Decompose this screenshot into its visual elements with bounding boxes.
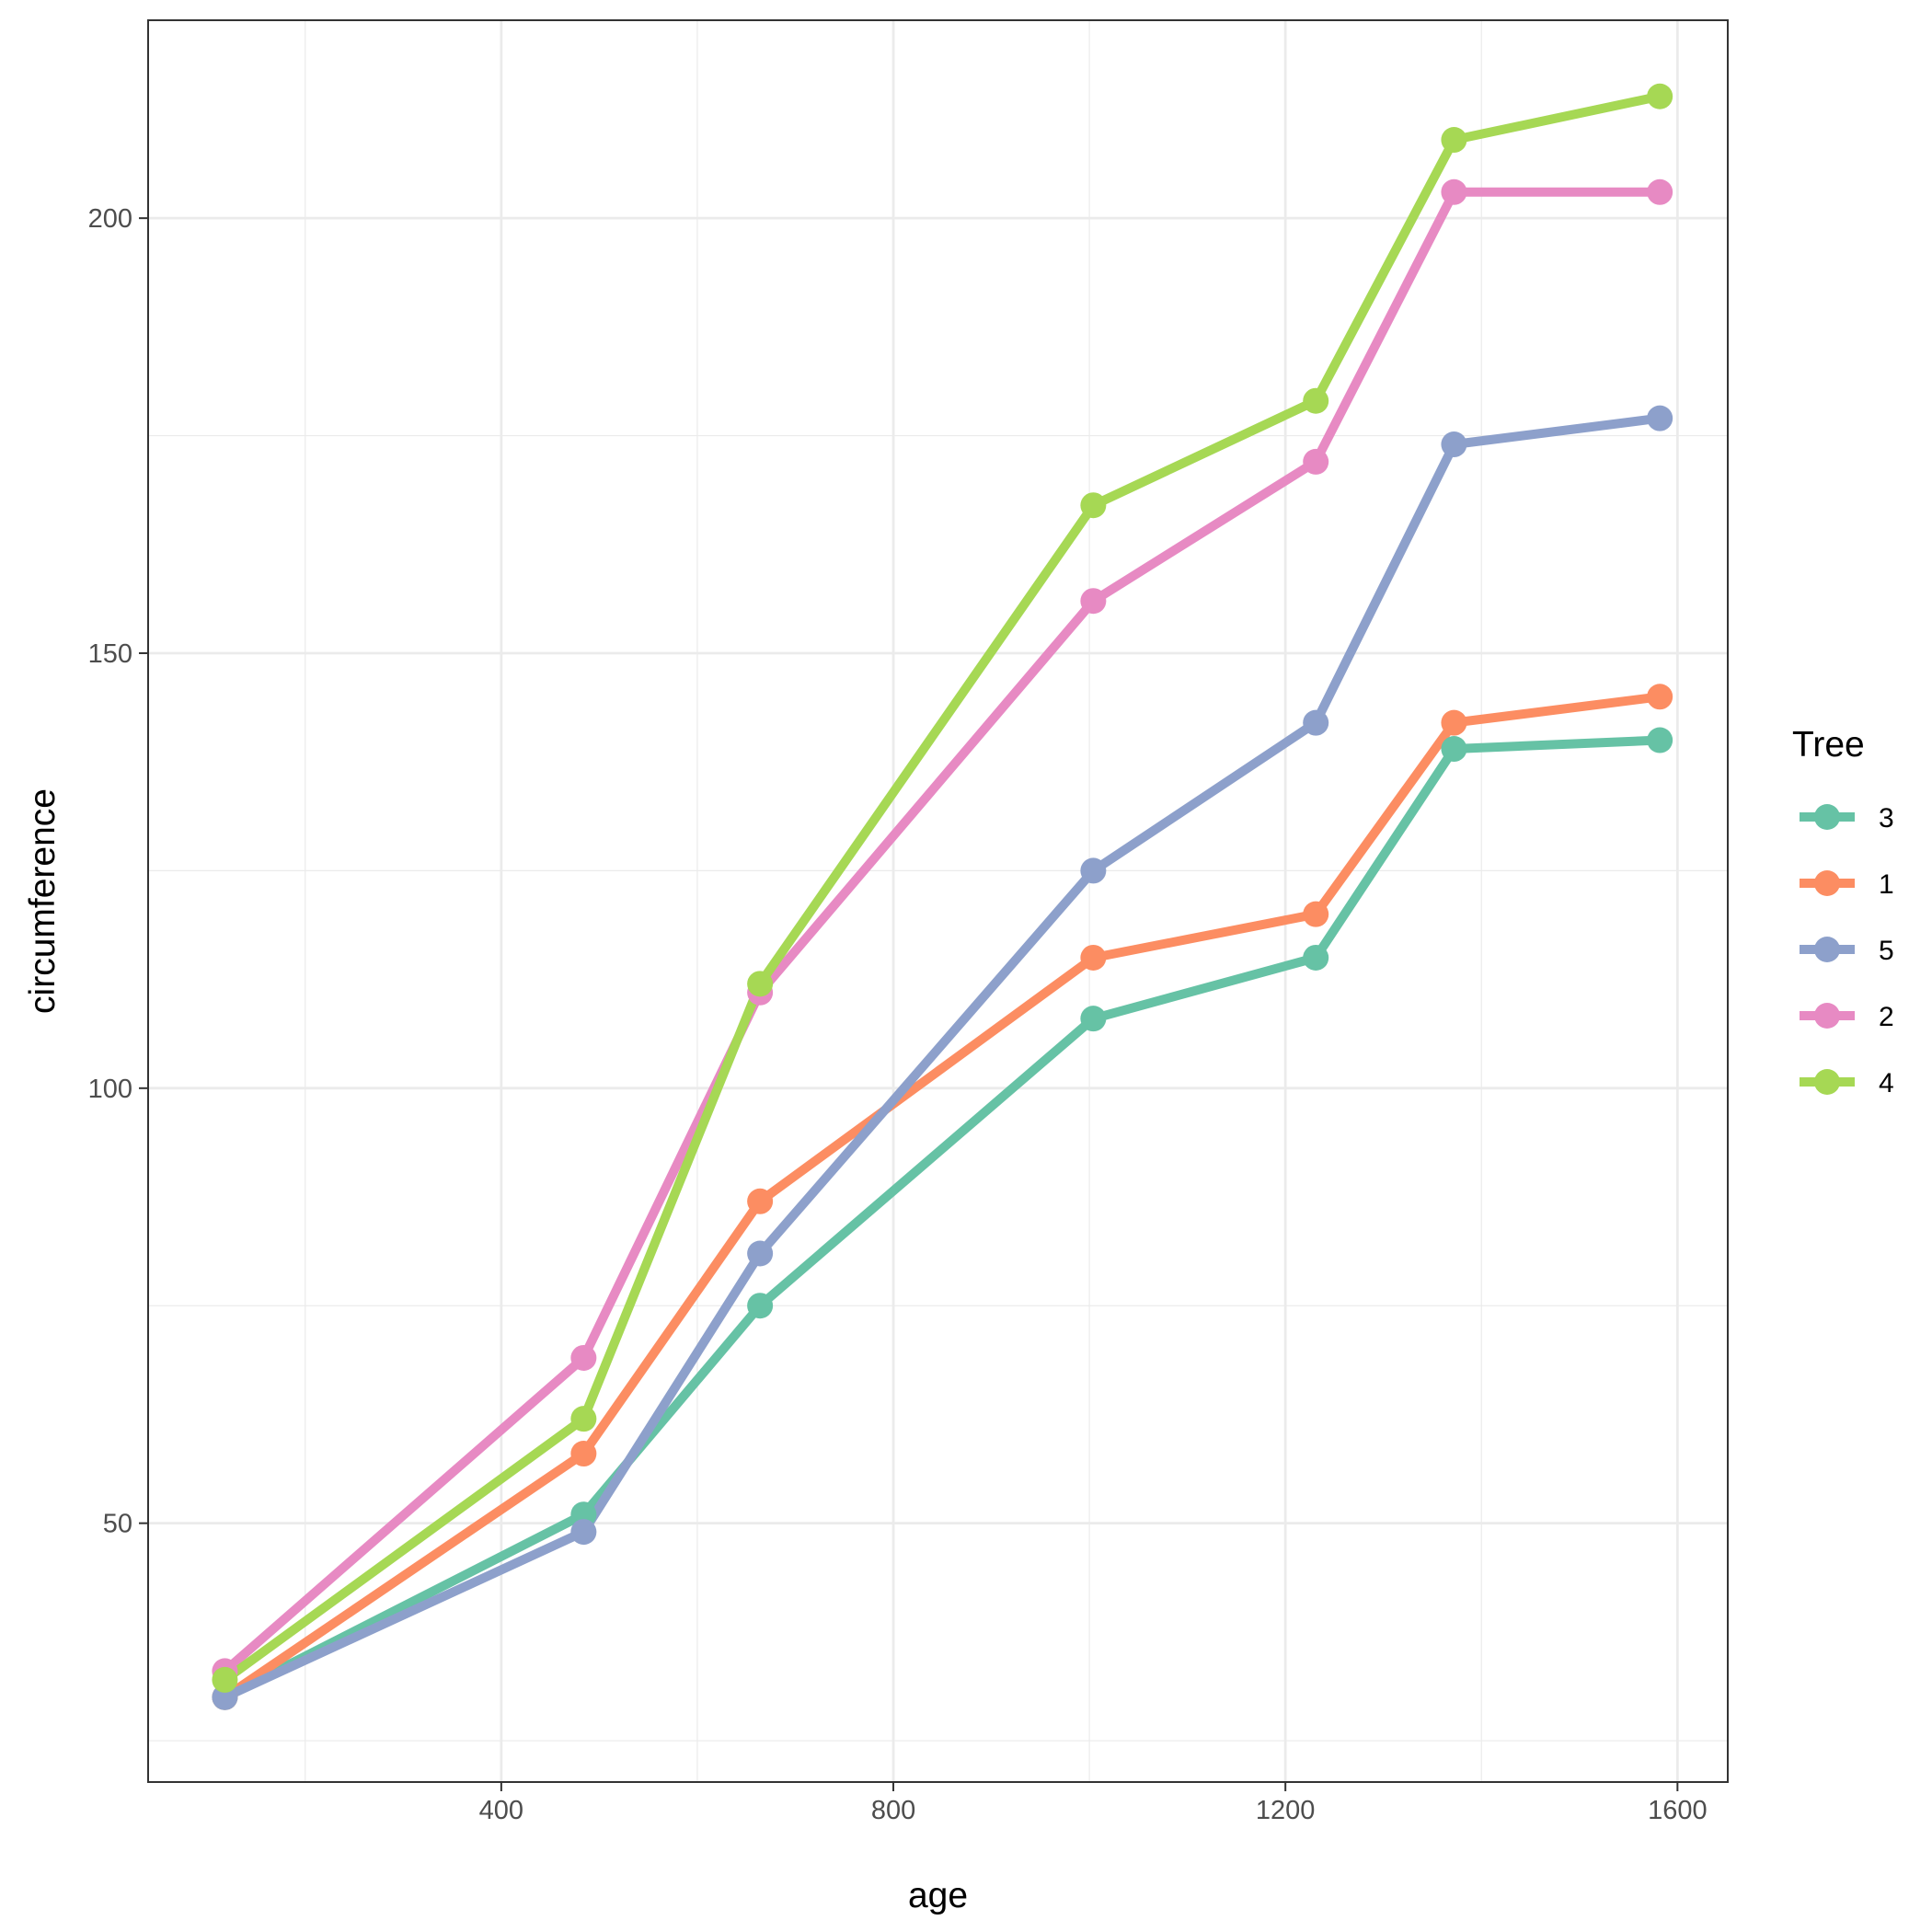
legend-key-point: [1814, 1003, 1840, 1029]
y-axis-title: circumference: [23, 788, 63, 1014]
data-point-tree-3: [1303, 944, 1329, 971]
legend-item: 4: [1800, 1068, 1894, 1098]
data-point-tree-4: [212, 1666, 238, 1693]
legend-label: 1: [1879, 869, 1894, 900]
legend-item: 2: [1800, 1002, 1894, 1032]
data-point-tree-5: [1441, 431, 1467, 458]
data-point-tree-1: [1441, 709, 1467, 736]
y-tick-label: 100: [88, 1075, 132, 1104]
data-point-tree-5: [747, 1240, 774, 1267]
legend-key-point: [1814, 804, 1840, 830]
data-point-tree-5: [1303, 709, 1329, 736]
data-point-tree-5: [1647, 405, 1673, 431]
x-axis: 400 800 1200 1600: [479, 1782, 1708, 1825]
plot-panel: [147, 19, 1729, 1783]
legend-label: 5: [1879, 936, 1894, 966]
data-point-tree-4: [747, 971, 774, 997]
x-tick-label: 800: [871, 1796, 915, 1825]
panel-border: [147, 19, 1729, 1783]
legend-item: 3: [1800, 803, 1894, 834]
data-point-tree-4: [570, 1406, 597, 1432]
legend: Tree 3 1 5 2 4: [1792, 725, 1894, 1098]
data-point-tree-4: [1080, 492, 1107, 519]
data-point-tree-2: [570, 1344, 597, 1371]
data-point-tree-4: [1441, 127, 1467, 154]
legend-label: 3: [1879, 803, 1894, 834]
data-point-tree-3: [1441, 736, 1467, 763]
legend-label: 4: [1879, 1068, 1894, 1098]
legend-label: 2: [1879, 1002, 1894, 1032]
data-point-tree-1: [1647, 684, 1673, 710]
x-tick-label: 400: [479, 1796, 523, 1825]
data-point-tree-3: [747, 1293, 774, 1319]
data-point-tree-2: [1647, 178, 1673, 205]
data-point-tree-3: [1080, 1006, 1107, 1032]
data-point-tree-1: [1303, 901, 1329, 927]
data-point-tree-1: [570, 1441, 597, 1467]
y-tick-label: 150: [88, 639, 132, 669]
panel-background: [148, 20, 1728, 1782]
data-point-tree-1: [747, 1188, 774, 1214]
data-point-tree-2: [1441, 178, 1467, 205]
data-point-tree-3: [1647, 727, 1673, 753]
y-tick-label: 50: [103, 1510, 132, 1539]
legend-key-point: [1814, 937, 1840, 962]
x-axis-title: age: [908, 1876, 968, 1915]
data-point-tree-2: [1080, 588, 1107, 615]
legend-items: 3 1 5 2 4: [1800, 803, 1894, 1098]
legend-key-point: [1814, 1069, 1840, 1095]
series-points: [212, 83, 1673, 1710]
y-tick-label: 200: [88, 204, 132, 234]
major-gridlines: [148, 20, 1728, 1782]
data-point-tree-5: [570, 1519, 597, 1546]
legend-key-point: [1814, 870, 1840, 896]
legend-item: 5: [1800, 936, 1894, 966]
legend-item: 1: [1800, 869, 1894, 900]
data-point-tree-4: [1303, 387, 1329, 414]
x-tick-label: 1600: [1648, 1796, 1708, 1825]
x-tick-label: 1200: [1256, 1796, 1316, 1825]
data-point-tree-5: [1080, 857, 1107, 884]
minor-gridlines: [148, 20, 1728, 1782]
data-point-tree-2: [1303, 448, 1329, 475]
data-point-tree-1: [1080, 944, 1107, 971]
y-axis: 50 100 150 200: [88, 204, 148, 1539]
data-point-tree-4: [1647, 83, 1673, 109]
legend-title: Tree: [1792, 725, 1865, 765]
